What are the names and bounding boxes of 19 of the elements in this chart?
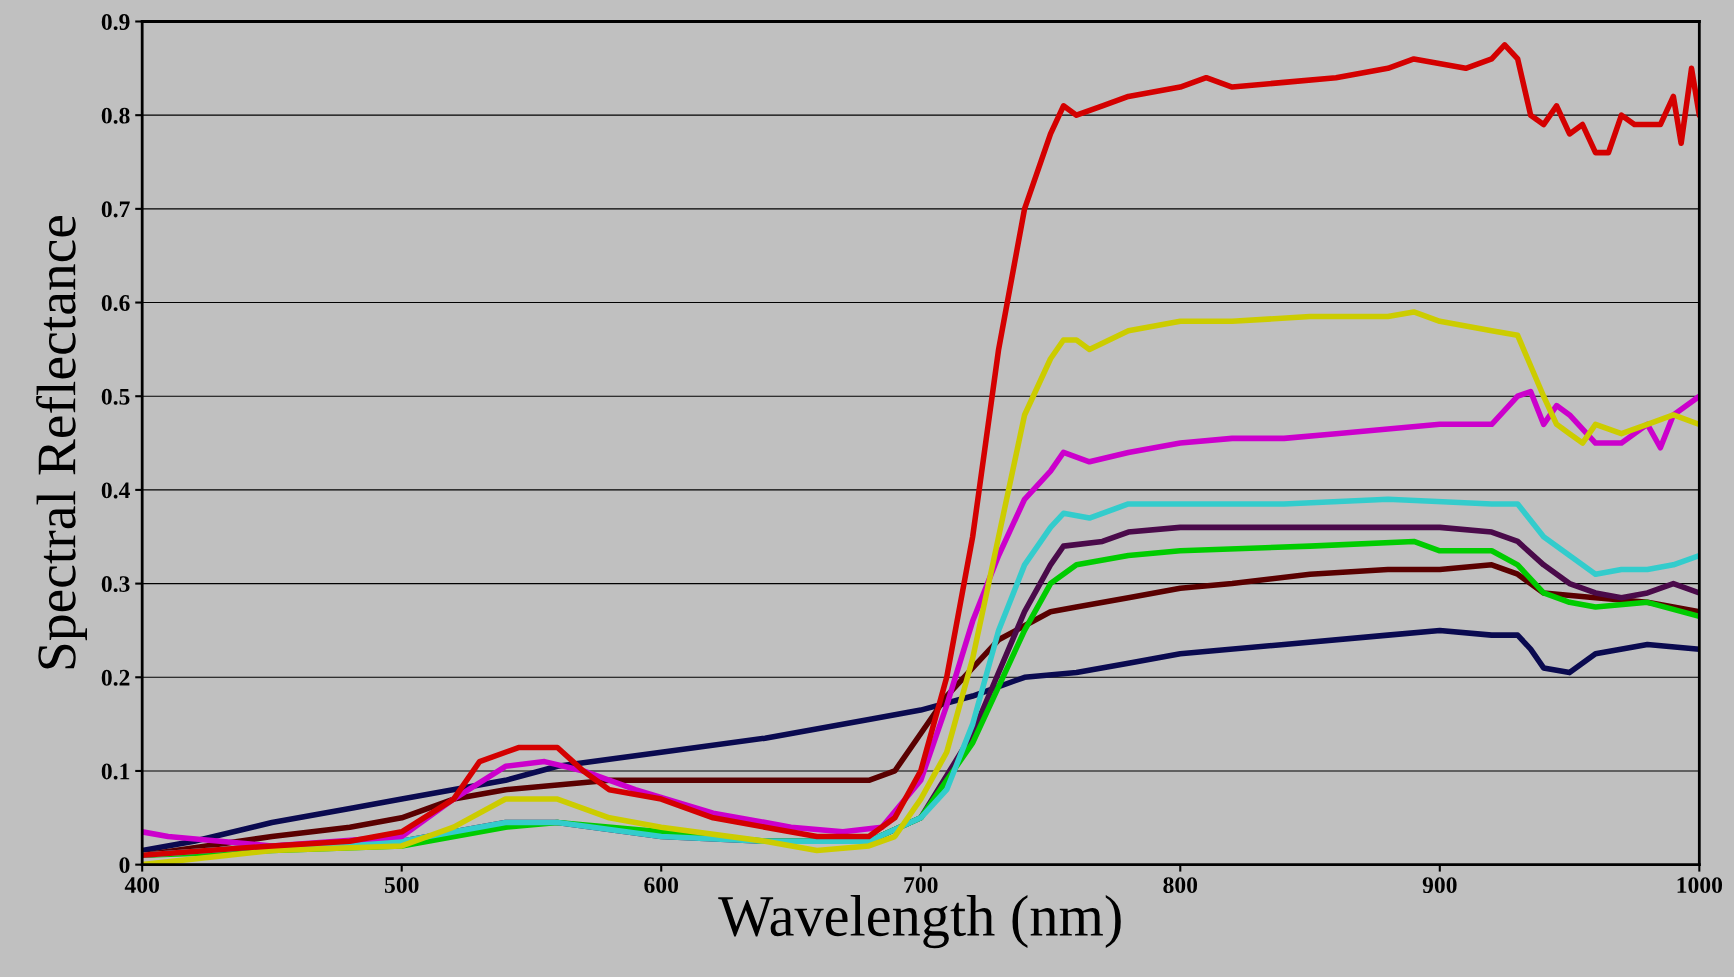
x-tick-label: 500 xyxy=(384,877,419,894)
y-tick-label: 0.7 xyxy=(101,201,130,218)
x-tick-label: 400 xyxy=(124,877,159,894)
y-tick-label: 0.2 xyxy=(101,669,130,686)
y-tick-label: 0 xyxy=(119,857,130,874)
x-tick-label: 800 xyxy=(1163,877,1198,894)
x-tick-label: 700 xyxy=(904,877,938,894)
x-axis-title: Wavelength (nm) xyxy=(718,895,1121,949)
y-tick-label: 0.5 xyxy=(101,388,130,405)
x-tick-label: 1000 xyxy=(1677,877,1723,894)
y-tick-label: 0.9 xyxy=(101,13,130,31)
x-tick-label: 900 xyxy=(1422,877,1457,894)
y-axis-title: Spectral Reflectance xyxy=(36,215,87,669)
y-tick-label: 0.1 xyxy=(101,763,130,780)
y-tick-label: 0.6 xyxy=(101,295,130,312)
y-tick-label: 0.8 xyxy=(101,107,130,124)
y-tick-label: 0.4 xyxy=(101,482,130,499)
x-tick-label: 600 xyxy=(644,877,679,894)
y-tick-label: 0.3 xyxy=(101,576,130,593)
